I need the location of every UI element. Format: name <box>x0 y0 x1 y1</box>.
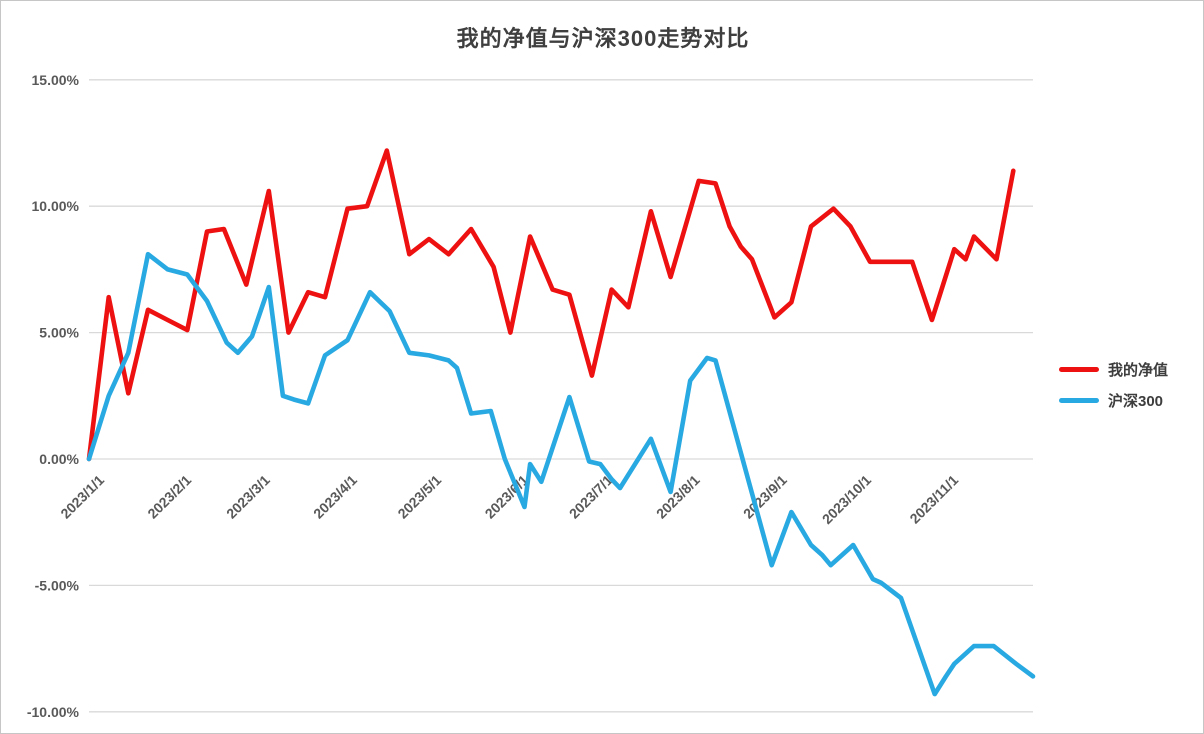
y-axis-tick-label: 0.00% <box>39 451 79 467</box>
chart-title: 我的净值与沪深300走势对比 <box>456 26 750 51</box>
legend-label: 我的净值 <box>1108 362 1169 379</box>
legend-item-my-networth: 我的净值 <box>1059 359 1168 380</box>
x-axis-tick-label: 2023/2/1 <box>144 472 194 522</box>
x-axis-tick-label: 2023/8/1 <box>653 472 703 522</box>
x-axis-tick-label: 2023/7/1 <box>566 472 616 522</box>
x-axis-tick-label: 2023/3/1 <box>223 472 273 522</box>
x-axis-tick-label: 2023/11/1 <box>906 472 961 527</box>
series-line-my-networth <box>86 148 1016 462</box>
y-axis-tick-label: 15.00% <box>32 72 80 88</box>
x-axis-tick-label: 2023/5/1 <box>394 472 444 522</box>
x-axis-tick-label: 2023/4/1 <box>310 472 360 522</box>
legend-label: 沪深300 <box>1108 393 1164 410</box>
y-axis-tick-label: -10.00% <box>27 704 80 720</box>
series-line-csi300 <box>86 251 1036 697</box>
legend-item-csi300: 沪深300 <box>1059 390 1168 411</box>
blue-line-swatch-icon <box>1059 398 1099 403</box>
legend: 我的净值 沪深300 <box>1059 359 1168 411</box>
y-axis-tick-label: 10.00% <box>32 198 80 214</box>
x-axis-tick-label: 2023/1/1 <box>57 472 107 522</box>
x-axis-tick-label: 2023/10/1 <box>819 472 875 528</box>
y-axis-tick-label: 5.00% <box>39 325 79 341</box>
y-axis-tick-label: -5.00% <box>35 577 80 593</box>
red-line-swatch-icon <box>1059 367 1099 372</box>
